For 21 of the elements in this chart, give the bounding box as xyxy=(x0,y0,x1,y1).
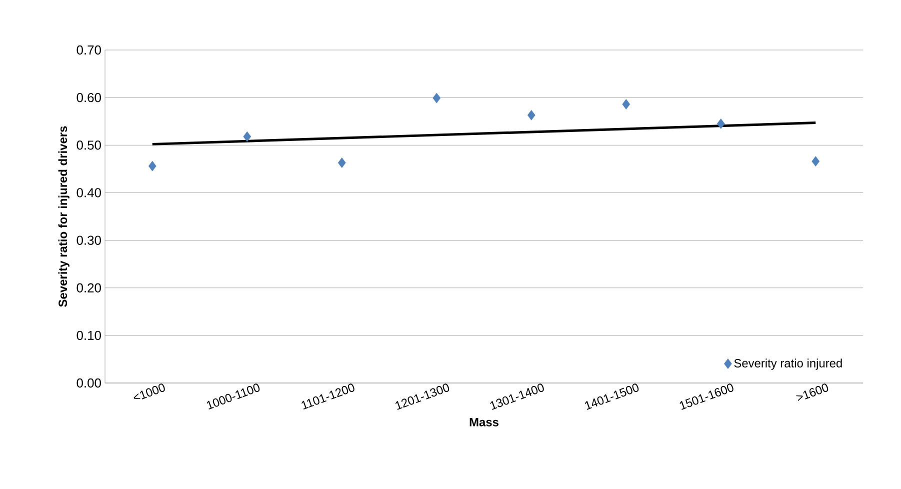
y-tick-label: 0.10 xyxy=(76,330,101,340)
point xyxy=(432,92,441,104)
y-tick-label: 0.60 xyxy=(76,92,101,102)
y-tick-label: 0.00 xyxy=(76,378,101,388)
x-tick-label: >1600 xyxy=(796,384,828,402)
y-axis-title: Severity ratio for injured drivers xyxy=(58,126,70,307)
point xyxy=(716,118,725,129)
y-tick-label: 0.40 xyxy=(76,188,101,198)
x-tick-label: <1000 xyxy=(134,384,165,400)
point xyxy=(622,99,630,110)
point xyxy=(812,156,820,166)
y-tick-label: 0.70 xyxy=(76,45,101,55)
x-axis-title: Mass xyxy=(470,418,498,426)
point xyxy=(338,158,346,168)
point xyxy=(148,160,156,172)
y-tick-label: 0.50 xyxy=(76,140,101,150)
y-tick-label: 0.30 xyxy=(76,236,101,245)
y-tick-label: 0.20 xyxy=(76,283,101,292)
point xyxy=(527,110,536,120)
legend-label: Severity ratio injured xyxy=(734,358,842,370)
point xyxy=(243,131,252,142)
